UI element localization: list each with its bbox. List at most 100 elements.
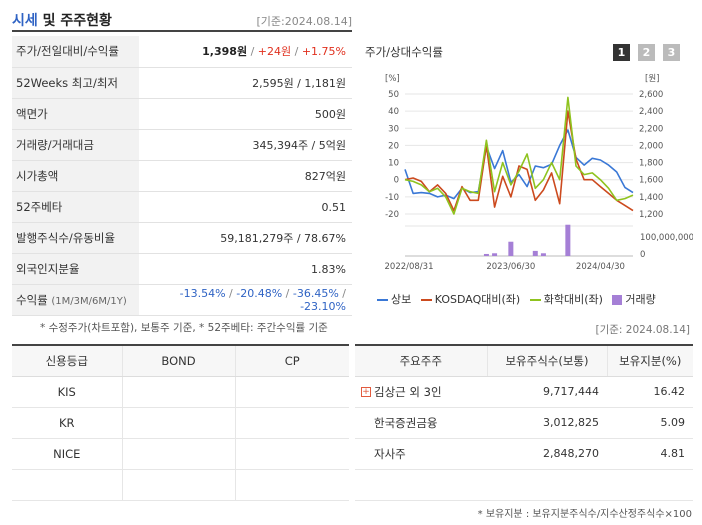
chart-tab-3[interactable]: 3 [663,44,680,61]
table-row: 자사주 2,848,270 4.81 [355,438,693,470]
value-price: 1,398원 / +24원 / +1.75% [139,36,352,68]
price-rate: +1.75% [301,45,346,59]
right-tick-label: 2,600 [639,90,663,100]
legend-item-volume[interactable]: 거래량 [612,293,656,306]
row-par: 액면가 500원 [12,98,352,130]
credit-cp [234,376,349,408]
right-tick-label: 2,200 [639,124,663,134]
credit-bond [121,407,235,439]
price-info-table: 주가/전일대비/수익률 1,398원 / +24원 / +1.75% 52Wee… [12,36,352,317]
title-rest: 및 주주현황 [37,13,112,29]
legend-item-sangbo[interactable]: 상보 [377,293,411,306]
left-tick-label: -20 [385,210,399,220]
credit-header-row: 신용등급 BOND CP [12,344,349,377]
credit-header-cp: CP [234,344,349,377]
holder-name: + 김상근 외 3인 [355,376,487,408]
legend-swatch-sangbo [377,299,388,301]
series-line-sangbo [404,129,634,200]
legend-swatch-volume [612,295,623,305]
table-row: + 김상근 외 3인 9,717,444 16.42 [355,376,693,408]
row-52weeks: 52Weeks 최고/최저 2,595원 / 1,181원 [12,67,352,99]
chart-tab-1[interactable]: 1 [613,44,630,61]
credit-agency: NICE [12,438,122,470]
major-holders-table: 주요주주 보유주식수(보통) 보유지분(%) + 김상근 외 3인 9,717,4… [355,344,693,501]
holder-name: 한국증권금융 [355,407,487,439]
section-header: 시세 및 주주현황 [기준:2024.08.14] [12,6,352,32]
chart-lines [404,96,634,215]
holder-shares [487,469,607,501]
holders-header-row: 주요주주 보유주식수(보통) 보유지분(%) [355,344,693,377]
legend-swatch-chem [529,299,541,301]
legend-label-chem: 화학대비(좌) [543,293,603,306]
row-mcap: 시가총액 827억원 [12,160,352,192]
volume-bar [492,253,498,256]
volume-bars [483,224,571,256]
volume-bar [508,241,514,256]
holders-header-shares: 보유주식수(보통) [486,344,607,377]
holders-header-pct: 보유지분(%) [606,344,693,377]
legend-label-kosdaq: KOSDAQ대비(좌) [434,293,521,306]
credit-cp [234,407,349,439]
credit-bond [121,469,235,501]
holder-name [355,469,487,501]
expand-icon[interactable]: + [361,387,371,397]
value-par: 500원 [139,98,352,130]
credit-agency: KIS [12,376,122,408]
credit-bond [121,438,235,470]
holders-header-name: 주요주주 [355,344,487,377]
value-returns: -13.54% / -20.48% / -36.45% / -23.10% [139,284,352,317]
volume-tick-label: 100,000,000 [640,233,693,243]
current-price: 1,398원 [202,45,248,59]
chart-title: 주가/상대수익률 [365,45,443,59]
return-6m: -36.45% [292,287,339,301]
holder-name: 자사주 [355,438,487,470]
left-axis: 50 40 30 20 10 0 -10 -20 [385,90,399,220]
legend-item-kosdaq[interactable]: KOSDAQ대비(좌) [420,293,521,306]
label-foreign: 외국인지분율 [12,253,139,286]
credit-agency [12,469,122,501]
x-tick-label: 2023/06/30 [486,262,535,272]
chart-tab-2[interactable]: 2 [638,44,655,61]
label-returns: 수익률 (1M/3M/6M/1Y) [12,284,139,317]
credit-agency: KR [12,407,122,439]
holder-pct [607,469,693,501]
credit-header-bond: BOND [121,344,235,377]
row-returns: 수익률 (1M/3M/6M/1Y) -13.54% / -20.48% / -3… [12,284,352,317]
legend-item-chem[interactable]: 화학대비(좌) [529,293,603,306]
legend-swatch-kosdaq [420,299,432,301]
label-price: 주가/전일대비/수익률 [12,36,139,68]
table-row [12,469,349,501]
holder-shares: 2,848,270 [487,438,607,470]
left-tick-label: 50 [388,90,399,100]
holder-pct: 16.42 [607,376,693,408]
x-tick-label: 2022/08/31 [385,262,434,272]
row-foreign: 외국인지분율 1.83% [12,253,352,286]
holder-pct: 4.81 [607,438,693,470]
left-tick-label: 30 [388,124,399,134]
legend-label-volume: 거래량 [625,293,656,306]
return-3m: -20.48% [236,287,283,301]
label-volume: 거래량/거래대금 [12,129,139,161]
series-line-kosdaq [404,110,634,212]
label-mcap: 시가총액 [12,160,139,192]
row-shares: 발행주식수/유동비율 59,181,279주 / 78.67% [12,222,352,255]
credit-rating-table: 신용등급 BOND CP KIS KR NICE [12,344,349,501]
holder-pct: 5.09 [607,407,693,439]
value-foreign: 1.83% [139,253,352,286]
title-accent: 시세 [12,13,38,29]
table-row [355,469,693,501]
right-unit-label: [원] [645,74,659,84]
row-volume: 거래량/거래대금 345,394주 / 5억원 [12,129,352,161]
table-row: 한국증권금융 3,012,825 5.09 [355,407,693,439]
right-tick-label: 1,800 [639,159,663,169]
right-tick-label: 2,000 [639,141,663,151]
credit-bond [121,376,235,408]
left-unit-label: [%] [385,74,400,84]
label-52weeks: 52Weeks 최고/최저 [12,67,139,99]
price-change: +24원 [257,45,292,59]
table-row: KR [12,407,349,439]
footnote-price: * 수정주가(차트포함), 보통주 기준, * 52주베타: 주간수익률 기준 [40,322,328,334]
left-tick-label: 40 [388,107,399,117]
row-price: 주가/전일대비/수익률 1,398원 / +24원 / +1.75% [12,36,352,68]
left-tick-label: 20 [388,141,399,151]
